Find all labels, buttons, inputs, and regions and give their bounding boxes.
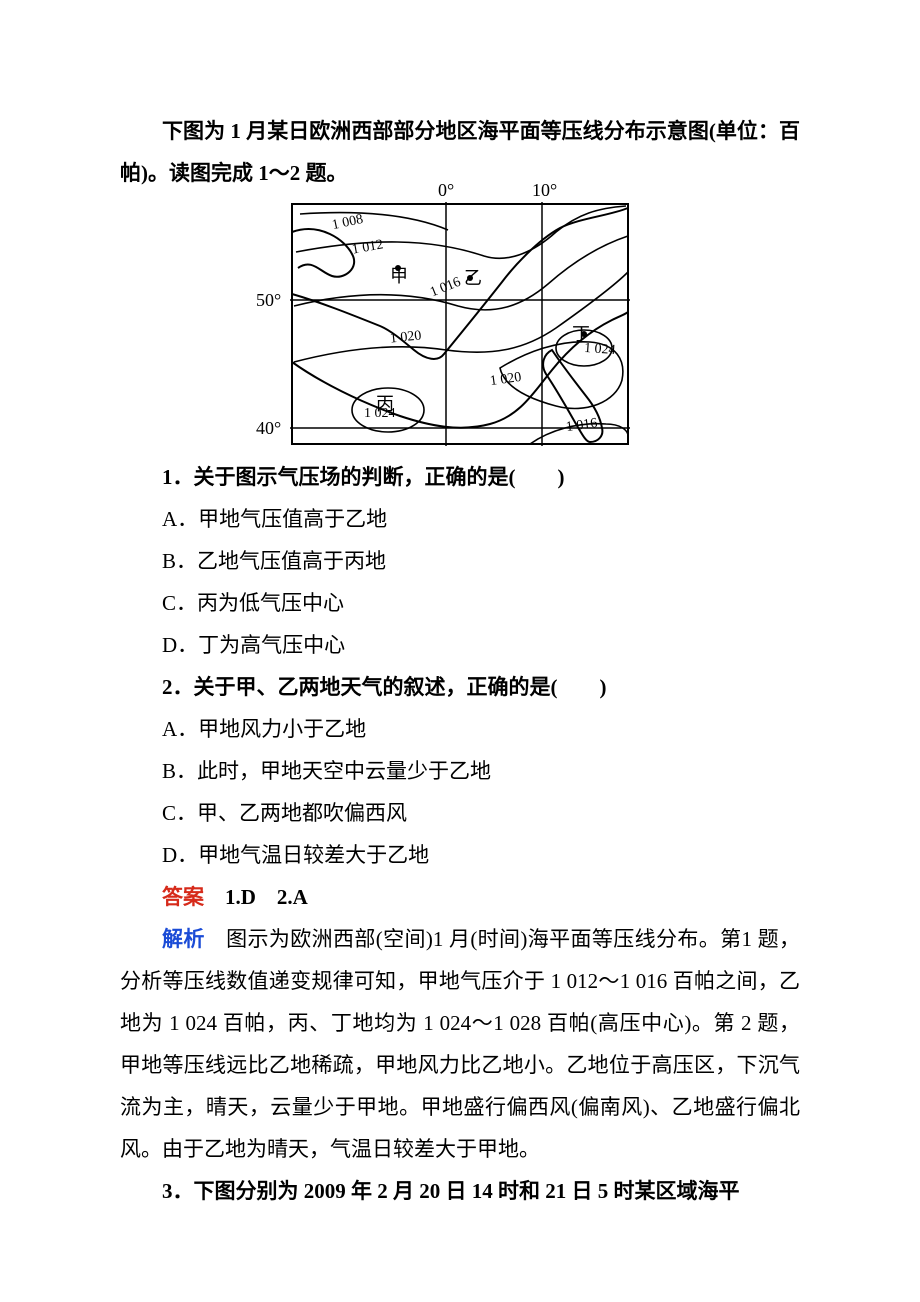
q2-stem: 2．关于甲、乙两地天气的叙述，正确的是( )	[120, 666, 800, 708]
isobar-1024b: 1 024	[583, 341, 616, 359]
answer-text: 1.D 2.A	[204, 885, 308, 909]
q2-optB: B．此时，甲地天空中云量少于乙地	[120, 750, 800, 792]
q2-optD: D．甲地气温日较差大于乙地	[120, 834, 800, 876]
isobar-map: 0° 10° 50° 40°	[290, 202, 630, 446]
point-jia: 甲	[390, 262, 408, 288]
q1-optA: A．甲地气压值高于乙地	[120, 498, 800, 540]
analysis-text: 图示为欧洲西部(空间)1 月(时间)海平面等压线分布。第1 题，分析等压线数值递…	[120, 927, 800, 1161]
point-yi: 乙	[464, 264, 482, 290]
q1-optD: D．丁为高气压中心	[120, 624, 800, 666]
q2-optC: C．甲、乙两地都吹偏西风	[120, 792, 800, 834]
analysis-block: 解析 图示为欧洲西部(空间)1 月(时间)海平面等压线分布。第1 题，分析等压线…	[120, 918, 800, 1170]
q1-stem: 1．关于图示气压场的判断，正确的是( )	[120, 456, 800, 498]
map-figure: 0° 10° 50° 40°	[120, 202, 800, 446]
q3-stem: 3．下图分别为 2009 年 2 月 20 日 14 时和 21 日 5 时某区…	[120, 1170, 800, 1212]
isobar-1020a: 1 020	[389, 328, 422, 347]
q1-optB: B．乙地气压值高于丙地	[120, 540, 800, 582]
answer-label: 答案	[162, 885, 204, 909]
document-page: 下图为 1 月某日欧洲西部部分地区海平面等压线分布示意图(单位：百帕)。读图完成…	[0, 0, 920, 1272]
q2-optA: A．甲地风力小于乙地	[120, 708, 800, 750]
isobar-1024a: 1 024	[364, 406, 396, 422]
intro-text: 下图为 1 月某日欧洲西部部分地区海平面等压线分布示意图(单位：百帕)。读图完成…	[120, 110, 800, 194]
axis-lat-50: 50°	[256, 290, 281, 311]
answer-line: 答案 1.D 2.A	[120, 876, 800, 918]
q1-optC: C．丙为低气压中心	[120, 582, 800, 624]
axis-lon-0: 0°	[438, 180, 454, 201]
analysis-label: 解析	[162, 927, 205, 951]
axis-lat-40: 40°	[256, 418, 281, 439]
axis-lon-10: 10°	[532, 180, 557, 201]
